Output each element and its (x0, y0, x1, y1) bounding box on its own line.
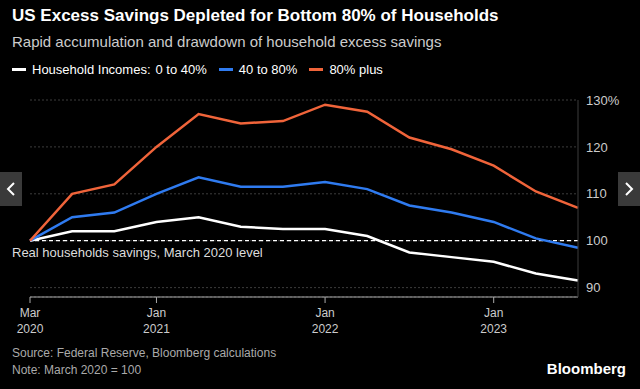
svg-text:110: 110 (586, 186, 607, 201)
html-text:Household Incomes: 0 to 40%: Household Incomes: 0 to 40% (32, 62, 207, 77)
svg-text:120: 120 (586, 140, 608, 155)
html-text:Rapid accumulation and drawdow: Rapid accumulation and drawdown of house… (12, 33, 442, 50)
svg-text:130%: 130% (586, 93, 620, 108)
svg-text:Jan2022: Jan2022 (312, 306, 339, 335)
html-text:US Excess Savings Depleted for: US Excess Savings Depleted for Bottom 80… (12, 6, 499, 25)
svg-text:100: 100 (586, 233, 608, 248)
svg-text:Real households savings, March: Real households savings, March 2020 leve… (12, 245, 263, 260)
svg-text:Mar2020: Mar2020 (17, 306, 44, 335)
html-text:Note: March 2020 = 100: Note: March 2020 = 100 (12, 363, 142, 377)
svg-text:Jan2021: Jan2021 (143, 306, 170, 335)
svg-text:Jan2023: Jan2023 (480, 306, 507, 335)
html-text:Bloomberg: Bloomberg (546, 360, 626, 377)
html-text:80% plus: 80% plus (329, 62, 383, 77)
html-text:40 to 80%: 40 to 80% (238, 62, 298, 77)
svg-text:90: 90 (586, 280, 600, 295)
html-text:Source: Federal Reserve, Bloom: Source: Federal Reserve, Bloomberg calcu… (12, 346, 277, 360)
